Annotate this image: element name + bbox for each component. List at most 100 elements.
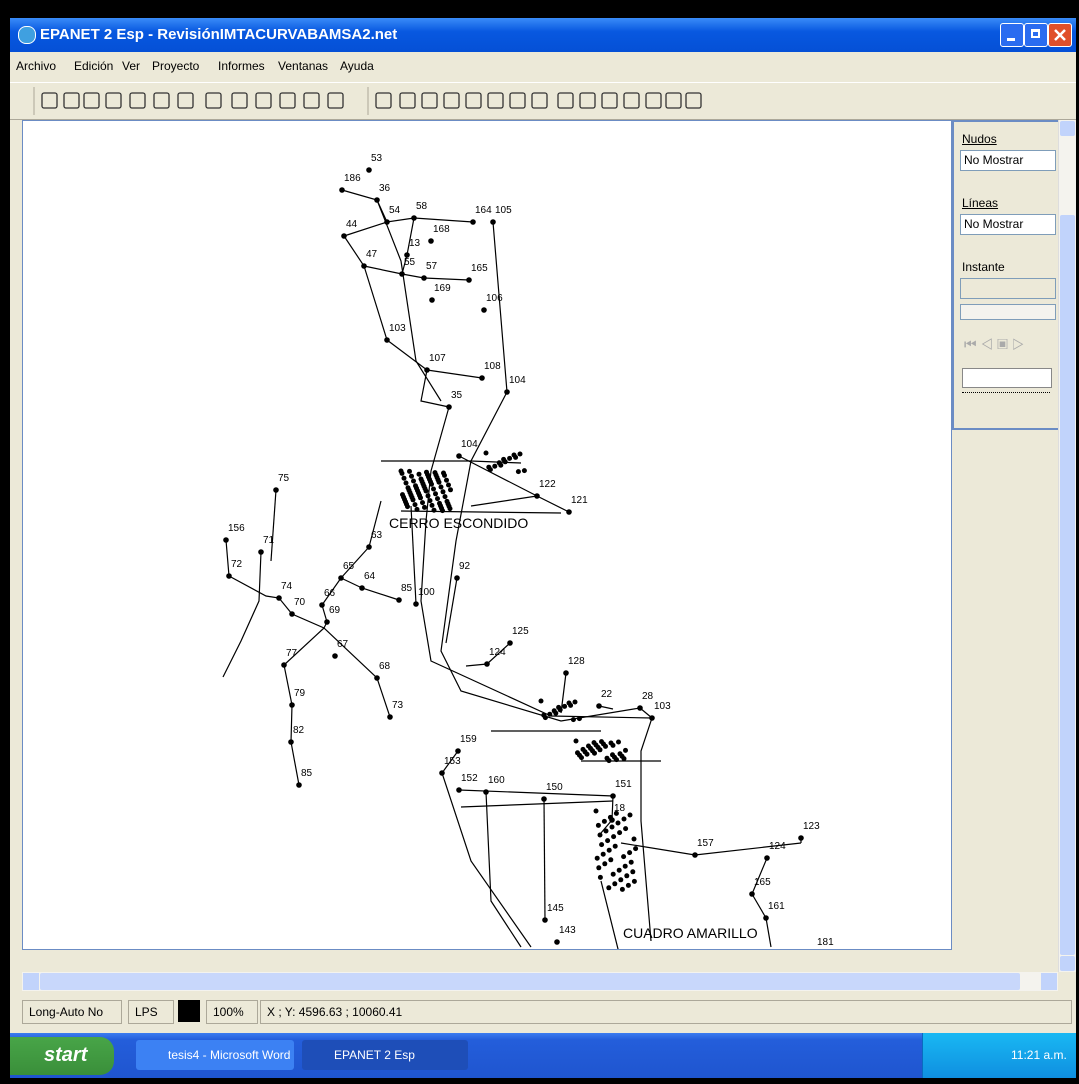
status-bar: Long-Auto No LPS 100% X ; Y: 4596.63 ; 1… (10, 994, 1076, 1030)
toolbar-button[interactable] (623, 92, 640, 109)
toolbar (10, 82, 1076, 120)
junction (406, 487, 412, 493)
toolbar-button[interactable] (665, 92, 682, 109)
junction (534, 493, 540, 499)
menu-item[interactable]: Proyecto (152, 59, 200, 73)
start-button[interactable]: start (10, 1037, 114, 1075)
junction (511, 452, 517, 458)
maximize-button[interactable] (1024, 23, 1048, 47)
toolbar-button[interactable] (129, 92, 146, 109)
status-coordinates: X ; Y: 4596.63 ; 10060.41 (260, 1000, 1072, 1024)
menu-item[interactable]: Archivo (16, 59, 57, 73)
pipe (543, 798, 546, 921)
scroll-left[interactable] (23, 973, 39, 990)
junction (615, 820, 621, 826)
toolbar-button[interactable] (303, 92, 320, 109)
toolbar-button[interactable] (375, 92, 392, 109)
junction (613, 810, 619, 816)
toolbar-button[interactable] (399, 92, 416, 109)
toolbar-button[interactable] (153, 92, 170, 109)
app-icon (18, 26, 36, 44)
node-label: 73 (392, 700, 404, 711)
nodes-select[interactable]: No Mostrar (960, 150, 1056, 171)
menu-item[interactable]: Ventanas (278, 59, 329, 73)
toolbar-button[interactable] (105, 92, 122, 109)
toolbar-button[interactable] (327, 92, 344, 109)
toolbar-button[interactable] (443, 92, 460, 109)
toolbar-button[interactable] (205, 92, 222, 109)
toolbar-button[interactable] (255, 92, 272, 109)
junction (630, 869, 636, 875)
node-label: 103 (389, 323, 406, 334)
toolbar-button[interactable] (63, 92, 80, 109)
network-map[interactable]: 53 186 36 54 44 58 168 164 105 13 47 55 57 165 169 106 1… (22, 120, 952, 962)
toolbar-button[interactable] (465, 92, 482, 109)
task-word[interactable]: tesis4 - Microsoft Word (136, 1040, 294, 1070)
junction (551, 708, 557, 714)
scroll-down[interactable] (1060, 956, 1075, 971)
toolbar-button[interactable] (601, 92, 618, 109)
node-label: 71 (263, 535, 275, 546)
links-select[interactable]: No Mostrar (960, 214, 1056, 235)
junction (562, 703, 568, 709)
close-button[interactable] (1048, 23, 1072, 47)
toolbar-button[interactable] (41, 92, 58, 109)
minimize-button[interactable] (1000, 23, 1024, 47)
toolbar-button[interactable] (509, 92, 526, 109)
speed-slider[interactable] (962, 368, 1052, 388)
junction (605, 838, 611, 844)
toolbar-button[interactable] (487, 92, 504, 109)
menu-item[interactable]: Informes (218, 59, 265, 73)
junction (436, 479, 442, 485)
node-label: 157 (697, 838, 714, 849)
time-slider (960, 304, 1056, 320)
toolbar-button[interactable] (279, 92, 296, 109)
vertical-scrollbar[interactable] (1058, 120, 1076, 972)
scroll-right[interactable] (1041, 973, 1057, 990)
pipe (376, 199, 442, 402)
toolbar-button[interactable] (177, 92, 194, 109)
junction (763, 915, 769, 921)
junction (226, 573, 232, 579)
menu-item[interactable]: Ver (122, 59, 141, 73)
time-label: Instante (962, 260, 1005, 274)
horizontal-scrollbar[interactable] (22, 972, 1058, 991)
junction (423, 488, 429, 494)
node-label: 145 (547, 903, 564, 914)
toolbar-button[interactable] (421, 92, 438, 109)
task-epanet[interactable]: EPANET 2 Esp (302, 1040, 468, 1070)
node-label: 164 (475, 205, 492, 216)
map-canvas[interactable]: 53 186 36 54 44 58 168 164 105 13 47 55 57 165 169 106 1… (23, 121, 951, 962)
junction (429, 481, 434, 487)
toolbar-button[interactable] (579, 92, 596, 109)
junction (427, 498, 433, 504)
pipe (222, 551, 262, 678)
close-glyph (1054, 29, 1066, 41)
node-label: 22 (601, 689, 613, 700)
menu-item[interactable]: Ayuda (340, 59, 374, 73)
toolbar-button[interactable] (531, 92, 548, 109)
junction (403, 499, 408, 505)
nodes-label: Nudos (962, 132, 997, 146)
toolbar-button[interactable] (231, 92, 248, 109)
status-units: LPS (128, 1000, 174, 1024)
scroll-thumb[interactable] (1060, 215, 1075, 955)
toolbar-button[interactable] (557, 92, 574, 109)
node-label: 108 (484, 361, 501, 372)
node-label: 106 (486, 293, 503, 304)
scroll-up[interactable] (1060, 121, 1075, 136)
junction (479, 375, 485, 381)
junction (627, 812, 633, 818)
toolbar-button[interactable] (83, 92, 100, 109)
junction (339, 187, 345, 193)
node-label: 55 (404, 257, 416, 268)
junction (456, 787, 462, 793)
menu-item[interactable]: Edición (74, 59, 114, 73)
toolbar-button[interactable] (685, 92, 702, 109)
node-label: 92 (459, 561, 471, 572)
junction (456, 453, 462, 459)
toolbar-button[interactable] (645, 92, 662, 109)
node-label: 63 (371, 530, 383, 541)
h-scroll-thumb[interactable] (40, 973, 1020, 990)
task-epanet-label: EPANET 2 Esp (334, 1048, 415, 1062)
